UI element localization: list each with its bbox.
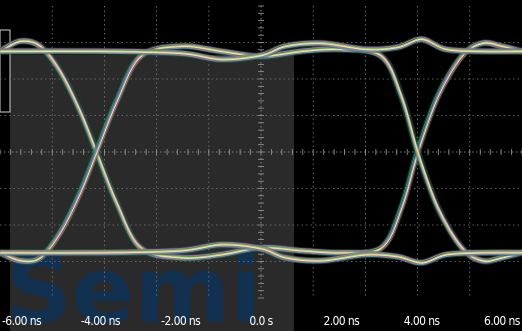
trace-strand [0,244,522,264]
x-axis-tick-labels: -6.00 ns -4.00 ns -2.00 ns 0.0 s 2.00 ns 4.00… [2,314,521,328]
trace-strand [0,241,522,262]
trace-strand [0,38,522,61]
waveform-traces [0,35,522,267]
trace-strand [0,37,522,60]
x-tick-label: 4.00 ns [404,314,441,328]
x-tick-label: 0.0 s [249,314,273,328]
x-tick-label: 2.00 ns [323,314,360,328]
x-tick-label: -2.00 ns [161,314,201,328]
x-tick-label: -6.00 ns [2,314,42,328]
trigger-bracket [0,29,11,113]
trace-series-3 [0,35,522,63]
trace-strand [0,246,522,266]
x-tick-label: -4.00 ns [81,314,121,328]
trace-series-4 [0,241,522,267]
trace-strand [0,40,522,62]
trace-strand [0,36,522,58]
x-tick-label: 6.00 ns [484,314,521,328]
shaded-region [10,55,294,331]
